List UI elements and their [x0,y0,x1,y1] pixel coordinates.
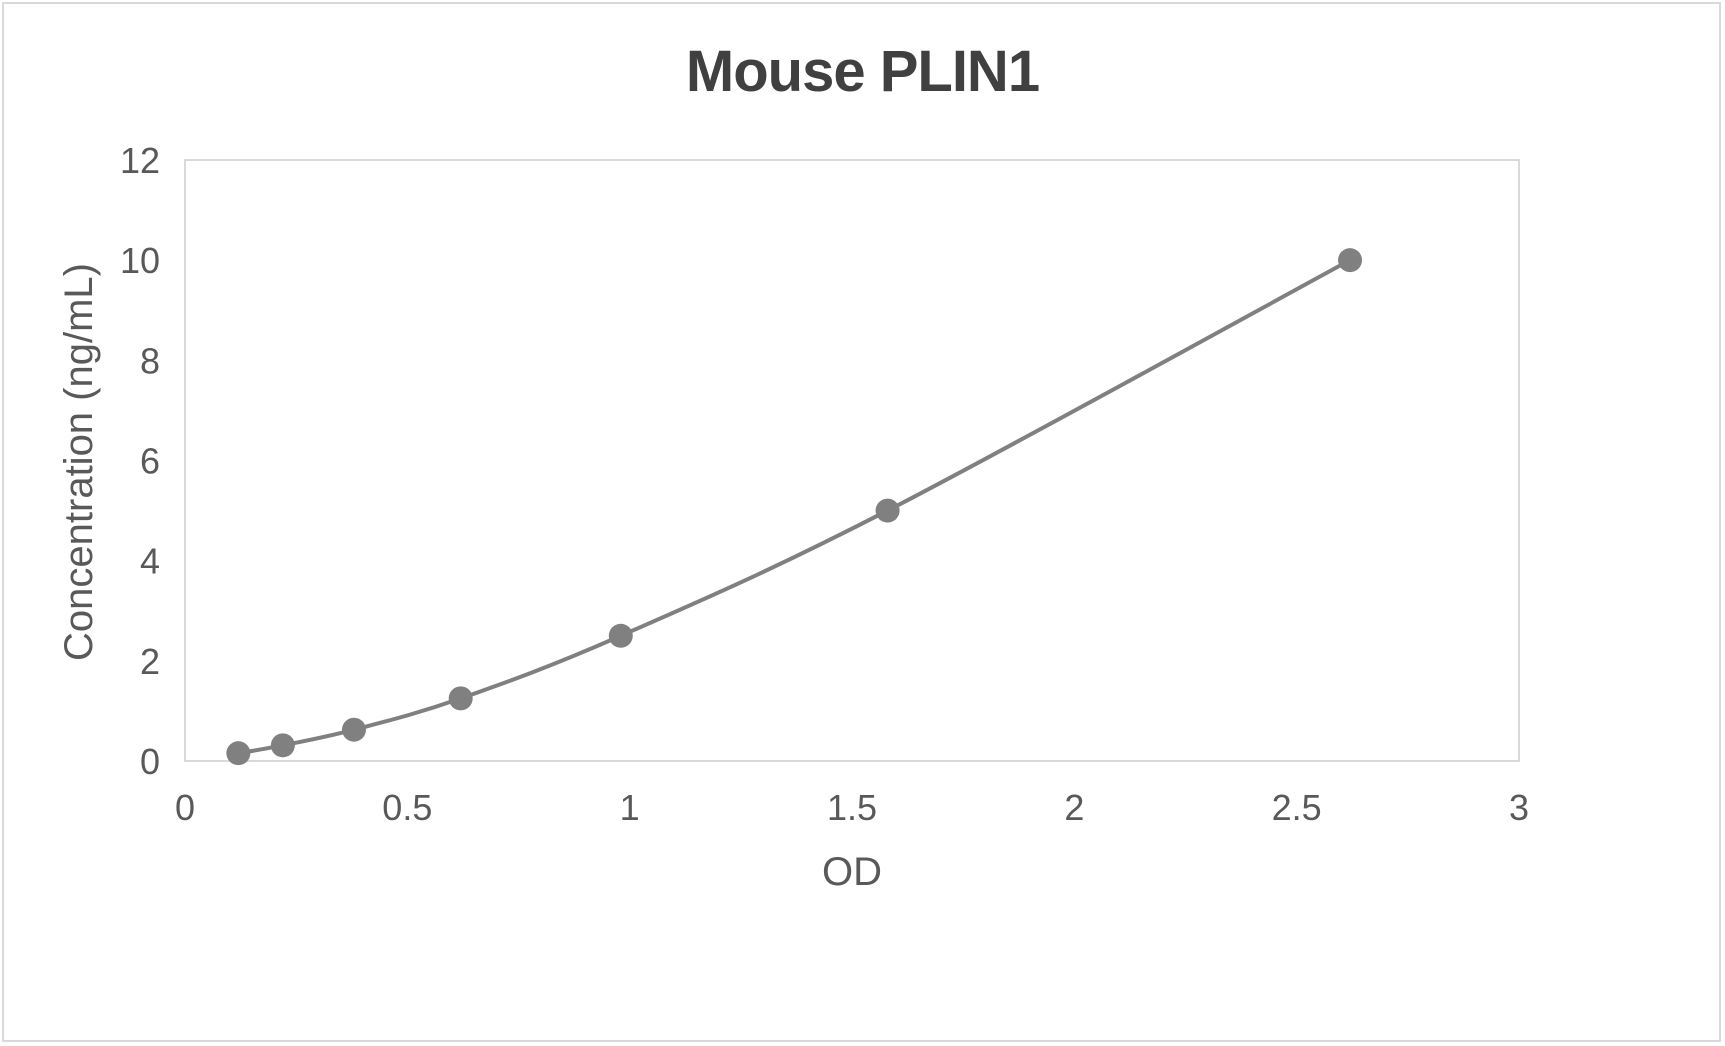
y-tick-label: 0 [140,741,160,782]
data-point-marker [1338,248,1363,273]
y-tick-label: 2 [140,641,160,682]
plot-area [184,159,1520,762]
y-tick-label: 10 [120,240,160,281]
y-tick-label: 12 [120,140,160,181]
y-tick-label: 8 [140,340,160,381]
series-markers [226,248,1363,766]
x-tick-label: 0 [175,787,195,828]
data-point-marker [875,498,900,523]
x-axis-label: OD [822,850,882,894]
x-tick-label: 1.5 [827,787,877,828]
data-point-marker [448,686,473,711]
y-tick-label: 4 [140,541,160,582]
y-tick-label: 6 [140,441,160,482]
x-tick-label: 3 [1509,787,1529,828]
data-point-marker [226,741,251,766]
y-axis-ticks: 0 2 4 6 8 10 12 [120,140,160,782]
x-tick-label: 1 [620,787,640,828]
data-point-marker [341,717,366,742]
data-point-marker [270,733,295,758]
y-axis-label: Concentration (ng/mL) [57,263,101,661]
chart-title: Mouse PLIN1 [685,39,1040,104]
x-axis-ticks: 0 0.5 1 1.5 2 2.5 3 [175,787,1529,828]
x-tick-label: 2.5 [1272,787,1322,828]
data-point-marker [608,623,633,648]
x-tick-label: 2 [1064,787,1084,828]
series-line [238,258,1351,756]
x-tick-label: 0.5 [382,787,432,828]
